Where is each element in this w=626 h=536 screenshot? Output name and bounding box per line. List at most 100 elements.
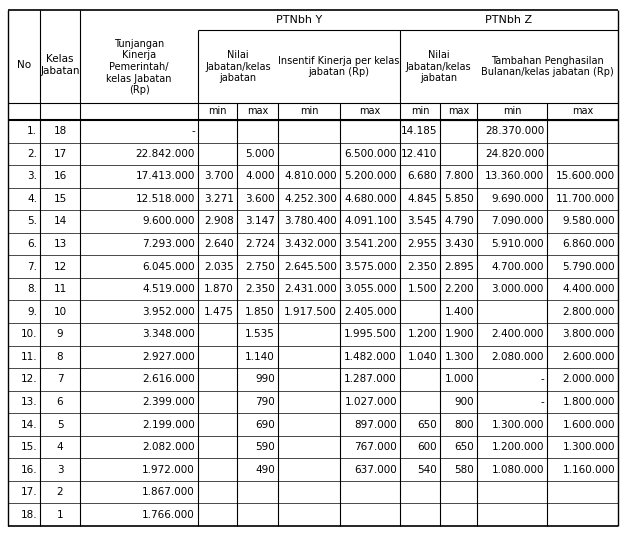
- Text: 28.370.000: 28.370.000: [485, 126, 544, 136]
- Text: 2.: 2.: [27, 149, 37, 159]
- Text: 2.350: 2.350: [245, 284, 275, 294]
- Text: 1.140: 1.140: [245, 352, 275, 362]
- Text: 637.000: 637.000: [354, 465, 397, 474]
- Text: 1.300: 1.300: [444, 352, 474, 362]
- Text: 490: 490: [255, 465, 275, 474]
- Text: 1.535: 1.535: [245, 329, 275, 339]
- Text: 2.908: 2.908: [204, 217, 234, 227]
- Text: 5.850: 5.850: [444, 194, 474, 204]
- Text: 10.: 10.: [21, 329, 37, 339]
- Text: 13.: 13.: [21, 397, 37, 407]
- Text: 1.867.000: 1.867.000: [142, 487, 195, 497]
- Text: -: -: [540, 397, 544, 407]
- Text: 2.035: 2.035: [204, 262, 234, 272]
- Text: 1.800.000: 1.800.000: [563, 397, 615, 407]
- Text: max: max: [448, 107, 469, 116]
- Text: 4: 4: [57, 442, 63, 452]
- Text: 540: 540: [418, 465, 437, 474]
- Text: 580: 580: [454, 465, 474, 474]
- Text: 6.860.000: 6.860.000: [562, 239, 615, 249]
- Text: 2.080.000: 2.080.000: [491, 352, 544, 362]
- Text: 4.400.000: 4.400.000: [563, 284, 615, 294]
- Text: 1.870: 1.870: [204, 284, 234, 294]
- Text: 17: 17: [53, 149, 66, 159]
- Text: 2.082.000: 2.082.000: [142, 442, 195, 452]
- Text: 1.080.000: 1.080.000: [491, 465, 544, 474]
- Text: 16.: 16.: [21, 465, 37, 474]
- Text: 22.842.000: 22.842.000: [136, 149, 195, 159]
- Text: 3.600: 3.600: [245, 194, 275, 204]
- Text: 2.200: 2.200: [444, 284, 474, 294]
- Text: 2.800.000: 2.800.000: [563, 307, 615, 317]
- Text: 24.820.000: 24.820.000: [485, 149, 544, 159]
- Text: 2.616.000: 2.616.000: [142, 374, 195, 384]
- Text: 3.430: 3.430: [444, 239, 474, 249]
- Text: max: max: [359, 107, 381, 116]
- Text: 8.: 8.: [27, 284, 37, 294]
- Text: 3.575.000: 3.575.000: [344, 262, 397, 272]
- Text: 2.199.000: 2.199.000: [142, 420, 195, 429]
- Text: 9: 9: [57, 329, 63, 339]
- Text: PTNbh Z: PTNbh Z: [485, 15, 533, 25]
- Text: 2.400.000: 2.400.000: [491, 329, 544, 339]
- Text: No: No: [17, 60, 31, 70]
- Text: 5: 5: [57, 420, 63, 429]
- Text: 9.690.000: 9.690.000: [491, 194, 544, 204]
- Text: 4.810.000: 4.810.000: [284, 172, 337, 181]
- Text: max: max: [572, 107, 593, 116]
- Text: 18.: 18.: [21, 510, 37, 520]
- Text: 11.700.000: 11.700.000: [556, 194, 615, 204]
- Text: 6.045.000: 6.045.000: [142, 262, 195, 272]
- Text: -: -: [540, 374, 544, 384]
- Text: min: min: [208, 107, 227, 116]
- Text: 1.482.000: 1.482.000: [344, 352, 397, 362]
- Text: 1.475: 1.475: [204, 307, 234, 317]
- Text: 12: 12: [53, 262, 66, 272]
- Text: 2.895: 2.895: [444, 262, 474, 272]
- Text: Nilai
Jabatan/kelas
jabatan: Nilai Jabatan/kelas jabatan: [406, 50, 471, 83]
- Text: 1.300.000: 1.300.000: [491, 420, 544, 429]
- Text: 7.: 7.: [27, 262, 37, 272]
- Text: 1.766.000: 1.766.000: [142, 510, 195, 520]
- Text: 6.680: 6.680: [408, 172, 437, 181]
- Text: 3.545: 3.545: [407, 217, 437, 227]
- Text: 1.500: 1.500: [408, 284, 437, 294]
- Text: 13: 13: [53, 239, 66, 249]
- Text: 3.147: 3.147: [245, 217, 275, 227]
- Text: 2.350: 2.350: [408, 262, 437, 272]
- Text: 1.027.000: 1.027.000: [344, 397, 397, 407]
- Text: 17.: 17.: [21, 487, 37, 497]
- Text: 1.200.000: 1.200.000: [491, 442, 544, 452]
- Text: 14.185: 14.185: [401, 126, 437, 136]
- Text: 2.724: 2.724: [245, 239, 275, 249]
- Text: 4.790: 4.790: [444, 217, 474, 227]
- Text: 1: 1: [57, 510, 63, 520]
- Text: 4.252.300: 4.252.300: [284, 194, 337, 204]
- Text: 6.: 6.: [27, 239, 37, 249]
- Text: min: min: [300, 107, 318, 116]
- Text: 18: 18: [53, 126, 66, 136]
- Text: Insentif Kinerja per kelas
jabatan (Rp): Insentif Kinerja per kelas jabatan (Rp): [279, 56, 399, 77]
- Text: 3.700: 3.700: [204, 172, 234, 181]
- Text: 6.500.000: 6.500.000: [344, 149, 397, 159]
- Text: 1.287.000: 1.287.000: [344, 374, 397, 384]
- Text: 9.580.000: 9.580.000: [562, 217, 615, 227]
- Text: 4.680.000: 4.680.000: [344, 194, 397, 204]
- Text: 3.780.400: 3.780.400: [284, 217, 337, 227]
- Text: 15: 15: [53, 194, 66, 204]
- Text: 5.: 5.: [27, 217, 37, 227]
- Text: 1.995.500: 1.995.500: [344, 329, 397, 339]
- Text: 7: 7: [57, 374, 63, 384]
- Text: 897.000: 897.000: [354, 420, 397, 429]
- Text: 7.293.000: 7.293.000: [142, 239, 195, 249]
- Text: 4.700.000: 4.700.000: [491, 262, 544, 272]
- Text: 12.: 12.: [21, 374, 37, 384]
- Text: 1.600.000: 1.600.000: [563, 420, 615, 429]
- Text: 1.000: 1.000: [444, 374, 474, 384]
- Text: 15.600.000: 15.600.000: [556, 172, 615, 181]
- Text: -: -: [192, 126, 195, 136]
- Text: 3.: 3.: [27, 172, 37, 181]
- Text: 2: 2: [57, 487, 63, 497]
- Text: 3.432.000: 3.432.000: [284, 239, 337, 249]
- Text: 600: 600: [418, 442, 437, 452]
